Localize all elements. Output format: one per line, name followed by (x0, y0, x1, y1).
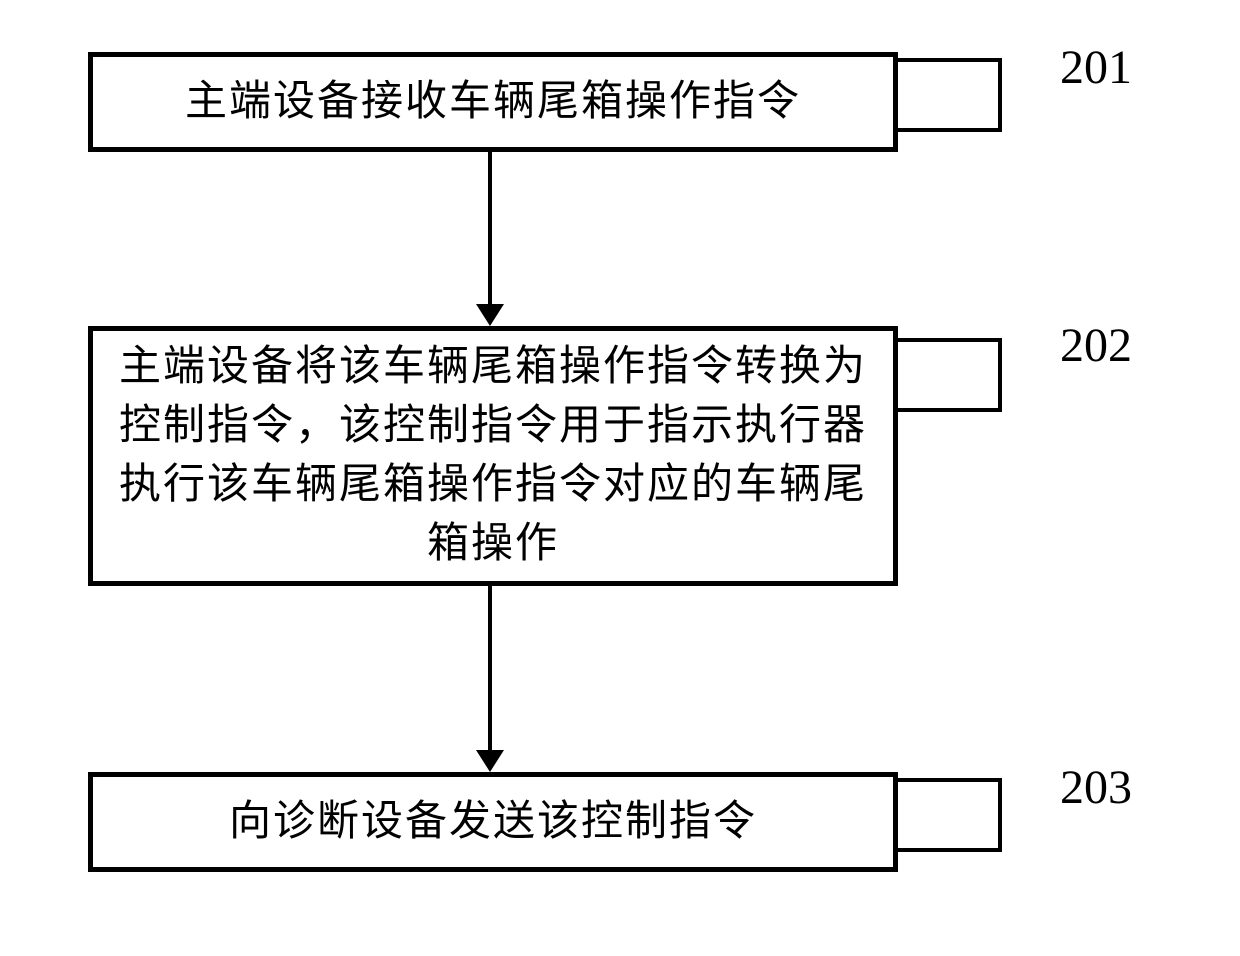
arrow-head-1-2 (476, 304, 504, 326)
flowchart-box-3: 向诊断设备发送该控制指令 (88, 772, 898, 872)
box1-text: 主端设备接收车辆尾箱操作指令 (185, 73, 801, 132)
arrow-1-2 (488, 152, 492, 310)
flowchart-box-2: 主端设备将该车辆尾箱操作指令转换为控制指令，该控制指令用于指示执行器执行该车辆尾… (88, 326, 898, 586)
flowchart-box-1: 主端设备接收车辆尾箱操作指令 (88, 52, 898, 152)
box2-text: 主端设备将该车辆尾箱操作指令转换为控制指令，该控制指令用于指示执行器执行该车辆尾… (113, 338, 873, 573)
label-203: 203 (1060, 760, 1132, 815)
box3-text: 向诊断设备发送该控制指令 (229, 793, 757, 852)
arrow-head-2-3 (476, 750, 504, 772)
label-202: 202 (1060, 318, 1132, 373)
arrow-2-3 (488, 586, 492, 754)
label-201: 201 (1060, 40, 1132, 95)
